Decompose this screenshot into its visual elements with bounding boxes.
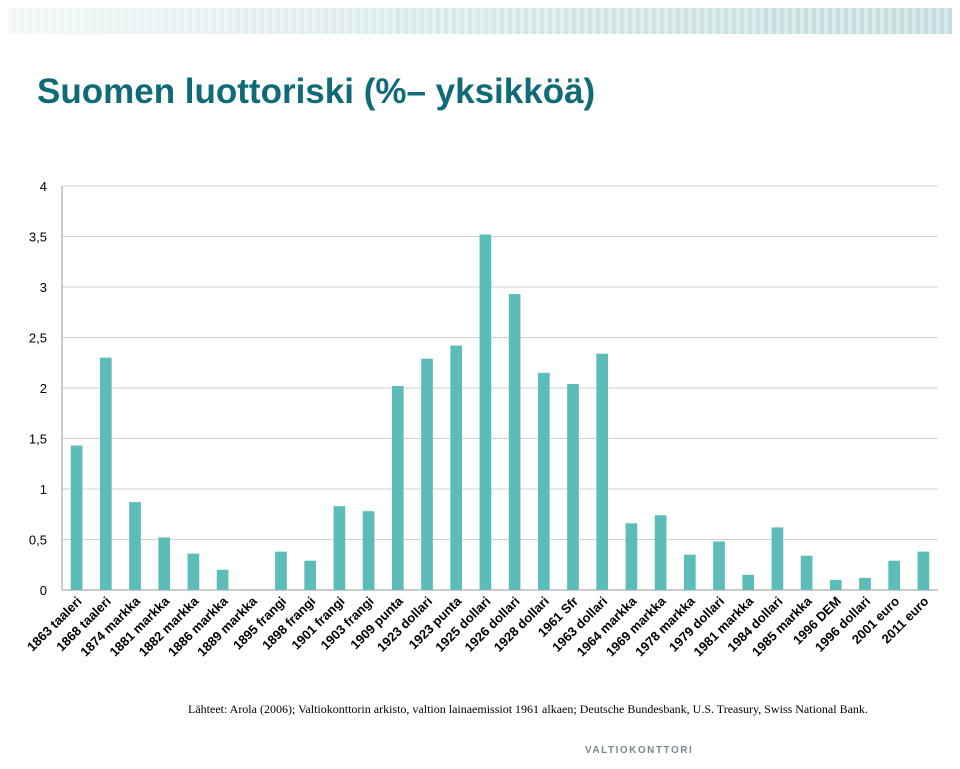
bar [742,574,755,590]
bars [70,234,930,591]
bar [362,511,375,590]
bar [683,554,696,590]
bar [567,383,579,590]
valtiokonttori-logo: VALTIOKONTTORI [585,745,694,756]
bar [99,357,112,590]
bar [70,445,83,590]
page-title: Suomen luottoriski (%– yksikköä) [37,72,596,111]
source-note: Lähteet: Arola (2006); Valtiokonttorin a… [188,702,868,716]
bar [537,372,550,590]
bar [859,577,871,590]
bar [391,385,404,590]
bar [421,358,433,590]
gridlines [61,185,938,591]
bar [333,506,346,590]
bar [158,537,171,590]
y-tick-label: 0,5 [29,533,47,548]
y-tick-label: 2 [40,381,47,396]
bar [596,353,609,590]
y-tick-label: 0 [40,583,47,598]
bar [917,551,930,590]
y-tick-label: 1,5 [29,432,47,447]
bar [187,553,200,590]
bar [216,569,229,590]
bar [829,579,842,590]
bar [713,541,725,590]
y-tick-label: 4 [40,179,47,194]
bar [800,555,813,590]
bar [275,551,287,590]
y-tick-label: 1 [40,482,47,497]
y-tick-label: 3,5 [29,230,47,245]
bar [888,560,901,590]
bar [625,523,638,590]
y-axis-ticks: 0 0,5 1 1,5 2 2,5 3 3,5 4 [29,179,47,598]
bar [654,515,667,590]
bar [129,502,141,590]
bar [771,527,784,590]
y-tick-label: 2,5 [29,331,47,346]
y-tick-label: 3 [40,280,47,295]
bar [450,345,463,590]
header-band [8,8,952,34]
bar [304,560,317,590]
bar [479,234,492,591]
bar [508,294,521,590]
